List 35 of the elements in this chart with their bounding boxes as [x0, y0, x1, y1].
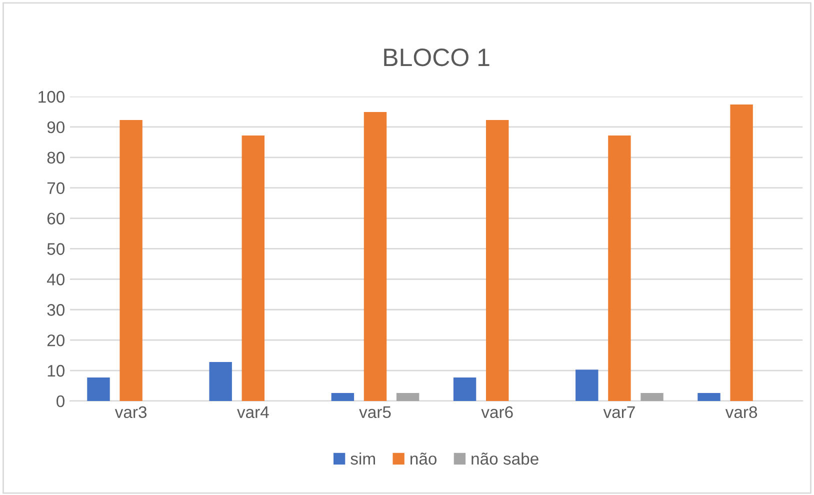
- y-tick-label: 10: [48, 364, 64, 377]
- x-tick-label: var3: [114, 406, 147, 418]
- bar: [640, 393, 664, 401]
- bar: [396, 393, 420, 401]
- y-tick-label: 30: [47, 304, 64, 316]
- y-tick-label: 50: [47, 243, 64, 255]
- legend-label: não sabe: [472, 452, 538, 465]
- bar: [576, 370, 598, 401]
- bar: [608, 135, 631, 401]
- bar: [486, 120, 509, 401]
- bar: [730, 104, 753, 401]
- legend-label: não: [410, 452, 437, 465]
- y-tick-label: 0: [56, 395, 64, 408]
- bar: [698, 393, 720, 401]
- y-tick-label: 100: [38, 90, 64, 103]
- y-tick-label: 40: [46, 274, 64, 286]
- x-tick-label: var7: [603, 406, 635, 418]
- y-tick-label: 20: [47, 334, 64, 346]
- chart-title: BLOCO 1: [384, 48, 490, 66]
- legend-label: sim: [350, 452, 375, 465]
- bar: [209, 362, 232, 401]
- x-tick-label: var6: [481, 406, 513, 418]
- x-tick-label: var4: [237, 406, 269, 418]
- bar: [242, 135, 265, 401]
- bar: [364, 112, 387, 401]
- y-tick-label: 70: [47, 182, 64, 194]
- bar: [453, 378, 476, 401]
- bar: [331, 393, 354, 401]
- bar: [87, 378, 110, 401]
- x-tick-label: var8: [725, 406, 758, 418]
- y-tick-label: 60: [47, 212, 64, 224]
- bar: [120, 120, 142, 401]
- y-tick-label: 80: [47, 152, 64, 164]
- x-tick-label: var5: [359, 406, 391, 418]
- y-tick-label: 90: [47, 121, 64, 134]
